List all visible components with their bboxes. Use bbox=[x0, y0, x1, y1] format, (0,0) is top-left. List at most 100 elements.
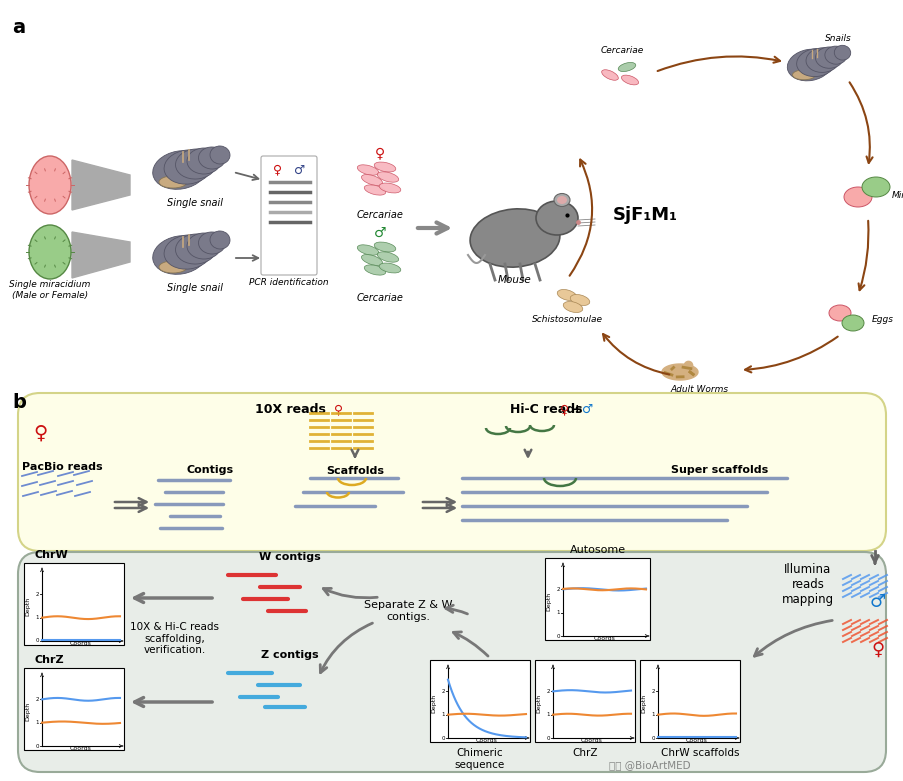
FancyBboxPatch shape bbox=[24, 668, 124, 750]
Ellipse shape bbox=[159, 261, 187, 273]
Ellipse shape bbox=[374, 162, 396, 172]
Ellipse shape bbox=[833, 45, 850, 60]
Text: Autosome: Autosome bbox=[569, 545, 626, 555]
Text: PCR identification: PCR identification bbox=[249, 278, 329, 287]
Text: Depth: Depth bbox=[535, 694, 541, 712]
Ellipse shape bbox=[618, 62, 635, 72]
Text: ♀: ♀ bbox=[33, 423, 47, 443]
Ellipse shape bbox=[787, 49, 831, 81]
Text: Contigs: Contigs bbox=[186, 465, 233, 475]
Ellipse shape bbox=[378, 263, 400, 273]
Text: 2: 2 bbox=[651, 689, 655, 694]
Text: ChrW: ChrW bbox=[35, 550, 69, 560]
Ellipse shape bbox=[378, 183, 400, 193]
Polygon shape bbox=[72, 232, 130, 278]
Text: ♀: ♀ bbox=[559, 403, 569, 416]
FancyBboxPatch shape bbox=[430, 660, 529, 742]
Ellipse shape bbox=[843, 187, 871, 207]
Text: ♀: ♀ bbox=[333, 403, 343, 416]
Text: b: b bbox=[12, 393, 26, 412]
Ellipse shape bbox=[357, 165, 378, 175]
Text: 头条 @BioArtMED: 头条 @BioArtMED bbox=[609, 760, 690, 770]
Text: Separate Z & W
contigs.: Separate Z & W contigs. bbox=[363, 600, 452, 622]
Ellipse shape bbox=[164, 150, 211, 184]
Text: ♂: ♂ bbox=[582, 403, 592, 416]
Ellipse shape bbox=[470, 209, 559, 267]
Ellipse shape bbox=[841, 315, 863, 331]
Text: 1: 1 bbox=[651, 712, 655, 717]
Ellipse shape bbox=[556, 196, 566, 204]
Text: ChrW scaffolds: ChrW scaffolds bbox=[660, 748, 739, 758]
Ellipse shape bbox=[159, 176, 187, 188]
Text: 1: 1 bbox=[35, 720, 39, 726]
Text: Coords: Coords bbox=[476, 738, 498, 743]
Text: Illumina
reads
mapping: Illumina reads mapping bbox=[781, 563, 833, 606]
Ellipse shape bbox=[364, 185, 386, 195]
Ellipse shape bbox=[199, 147, 225, 169]
Text: Scaffolds: Scaffolds bbox=[326, 466, 384, 476]
Text: Single snail: Single snail bbox=[167, 283, 223, 293]
Text: 1: 1 bbox=[35, 615, 39, 620]
Text: 1: 1 bbox=[546, 712, 549, 717]
Text: ♂: ♂ bbox=[294, 163, 305, 177]
Text: 0: 0 bbox=[35, 744, 39, 748]
Ellipse shape bbox=[187, 233, 220, 259]
Text: W contigs: W contigs bbox=[259, 552, 321, 562]
FancyBboxPatch shape bbox=[639, 660, 740, 742]
Text: Z contigs: Z contigs bbox=[261, 650, 319, 660]
Text: 0: 0 bbox=[441, 736, 444, 740]
Ellipse shape bbox=[357, 244, 378, 255]
Text: 0: 0 bbox=[546, 736, 549, 740]
Ellipse shape bbox=[563, 301, 582, 312]
Text: 2: 2 bbox=[35, 592, 39, 597]
Text: Mouse: Mouse bbox=[498, 275, 531, 285]
Text: ChrZ: ChrZ bbox=[35, 655, 64, 665]
Ellipse shape bbox=[824, 46, 846, 64]
Text: ♀: ♀ bbox=[870, 641, 883, 659]
Text: Snails: Snails bbox=[824, 34, 851, 43]
Text: Coords: Coords bbox=[593, 636, 615, 641]
Ellipse shape bbox=[815, 47, 842, 68]
Text: 2: 2 bbox=[35, 697, 39, 702]
FancyBboxPatch shape bbox=[261, 156, 317, 275]
Text: Single snail: Single snail bbox=[167, 198, 223, 208]
Text: Hi-C reads: Hi-C reads bbox=[509, 403, 586, 416]
Ellipse shape bbox=[556, 290, 576, 301]
Ellipse shape bbox=[377, 172, 398, 182]
Text: Coords: Coords bbox=[685, 738, 707, 743]
Text: 1: 1 bbox=[556, 610, 559, 615]
Text: Chimeric
sequence: Chimeric sequence bbox=[454, 748, 505, 769]
Ellipse shape bbox=[535, 201, 577, 235]
Ellipse shape bbox=[861, 177, 889, 197]
Ellipse shape bbox=[828, 305, 850, 321]
Text: +: + bbox=[572, 403, 582, 416]
Text: Coords: Coords bbox=[70, 746, 92, 751]
Ellipse shape bbox=[199, 232, 225, 254]
Ellipse shape bbox=[209, 231, 229, 249]
Text: Super scaffolds: Super scaffolds bbox=[671, 465, 768, 475]
Ellipse shape bbox=[620, 75, 638, 85]
Ellipse shape bbox=[153, 151, 207, 189]
Text: Depth: Depth bbox=[431, 694, 436, 712]
Text: PacBio reads: PacBio reads bbox=[22, 462, 102, 472]
Text: Cercariae: Cercariae bbox=[356, 293, 403, 303]
Ellipse shape bbox=[153, 236, 207, 274]
Text: 1: 1 bbox=[441, 712, 444, 717]
Ellipse shape bbox=[374, 242, 396, 252]
Text: 0: 0 bbox=[556, 633, 559, 639]
Text: Schistosomulae: Schistosomulae bbox=[531, 315, 601, 324]
Text: Depth: Depth bbox=[25, 597, 31, 615]
Text: Coords: Coords bbox=[581, 738, 602, 743]
Text: Coords: Coords bbox=[70, 641, 92, 646]
Ellipse shape bbox=[361, 174, 382, 185]
Ellipse shape bbox=[164, 235, 211, 269]
Ellipse shape bbox=[554, 194, 570, 206]
Text: 2: 2 bbox=[556, 587, 559, 592]
FancyBboxPatch shape bbox=[545, 558, 649, 640]
Ellipse shape bbox=[570, 294, 589, 305]
Ellipse shape bbox=[175, 149, 216, 179]
Ellipse shape bbox=[175, 234, 216, 264]
Ellipse shape bbox=[796, 48, 835, 77]
Text: a: a bbox=[12, 18, 25, 37]
Ellipse shape bbox=[377, 251, 398, 262]
